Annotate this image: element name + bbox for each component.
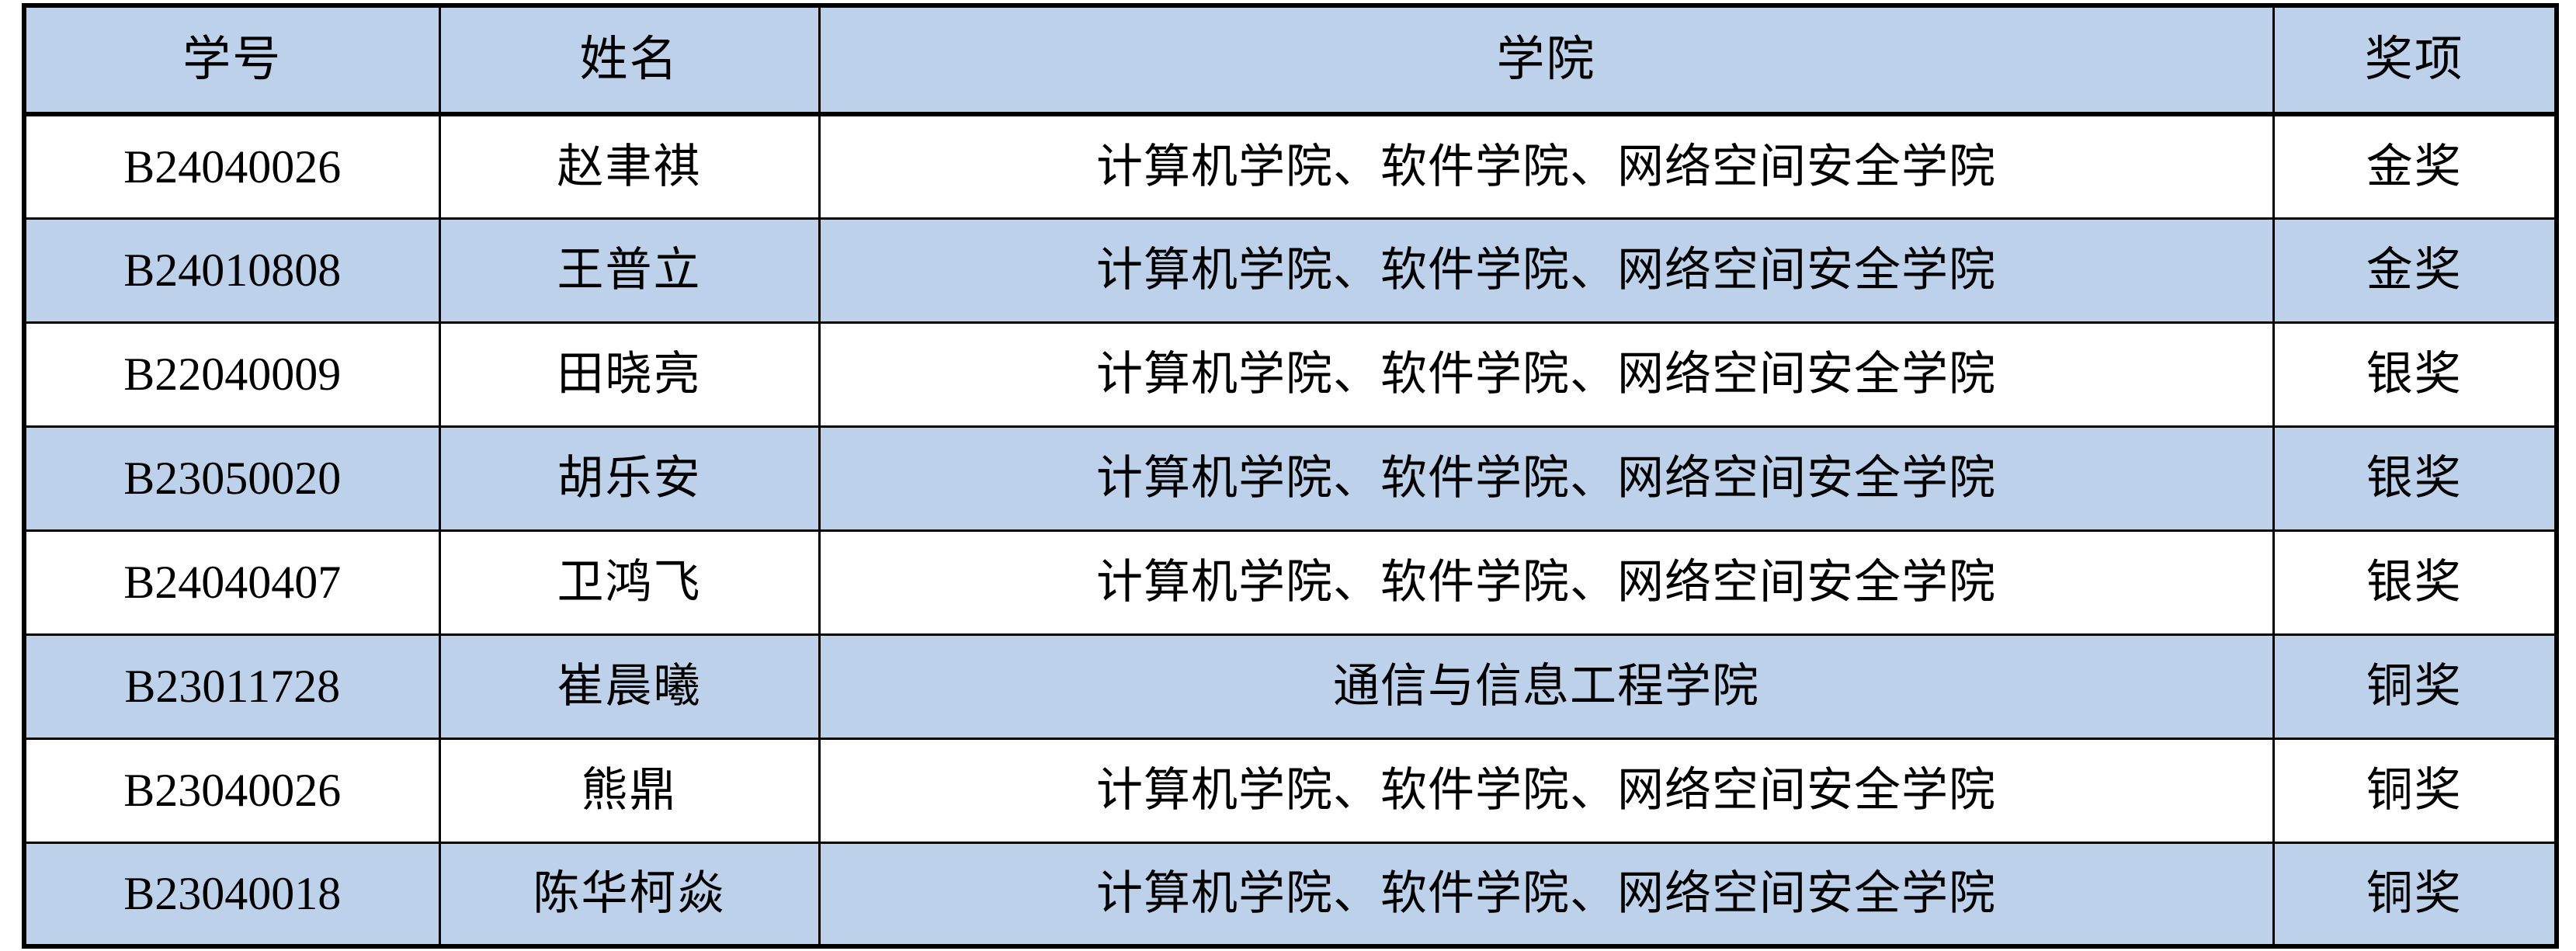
column-header-student-id: 学号 — [22, 4, 441, 116]
table-row: B24010808 王普立 计算机学院、软件学院、网络空间安全学院 金奖 — [22, 217, 2559, 324]
cell-college: 计算机学院、软件学院、网络空间安全学院 — [818, 113, 2275, 220]
column-header-college: 学院 — [818, 4, 2275, 116]
cell-student-id: B23040026 — [22, 737, 441, 844]
table-row: B22040009 田晓亮 计算机学院、软件学院、网络空间安全学院 银奖 — [22, 321, 2559, 428]
cell-name: 赵聿祺 — [438, 113, 821, 220]
cell-student-id: B23050020 — [22, 425, 441, 532]
cell-student-id: B24010808 — [22, 217, 441, 324]
cell-college: 计算机学院、软件学院、网络空间安全学院 — [818, 529, 2275, 636]
cell-student-id: B24040407 — [22, 529, 441, 636]
table-row: B24040407 卫鸿飞 计算机学院、软件学院、网络空间安全学院 银奖 — [22, 529, 2559, 636]
table-row: B23050020 胡乐安 计算机学院、软件学院、网络空间安全学院 银奖 — [22, 425, 2559, 532]
table-row: B23040018 陈华柯焱 计算机学院、软件学院、网络空间安全学院 铜奖 — [22, 841, 2559, 949]
award-winners-table: 学号 姓名 学院 奖项 B24040026 赵聿祺 计算机学院、软件学院、网络空间安… — [22, 3, 2559, 949]
cell-award: 金奖 — [2272, 113, 2559, 220]
cell-name: 崔晨曦 — [438, 633, 821, 740]
cell-award: 铜奖 — [2272, 841, 2559, 949]
cell-college: 计算机学院、软件学院、网络空间安全学院 — [818, 321, 2275, 428]
cell-college: 计算机学院、软件学院、网络空间安全学院 — [818, 737, 2275, 844]
cell-award: 金奖 — [2272, 217, 2559, 324]
column-header-name: 姓名 — [438, 4, 821, 116]
cell-college: 计算机学院、软件学院、网络空间安全学院 — [818, 841, 2275, 949]
cell-award: 银奖 — [2272, 425, 2559, 532]
cell-award: 铜奖 — [2272, 633, 2559, 740]
table-row: B24040026 赵聿祺 计算机学院、软件学院、网络空间安全学院 金奖 — [22, 113, 2559, 220]
cell-college: 计算机学院、软件学院、网络空间安全学院 — [818, 217, 2275, 324]
column-header-award: 奖项 — [2272, 4, 2559, 116]
cell-name: 胡乐安 — [438, 425, 821, 532]
cell-student-id: B23011728 — [22, 633, 441, 740]
cell-name: 王普立 — [438, 217, 821, 324]
cell-student-id: B23040018 — [22, 841, 441, 949]
cell-name: 田晓亮 — [438, 321, 821, 428]
cell-name: 陈华柯焱 — [438, 841, 821, 949]
cell-award: 银奖 — [2272, 529, 2559, 636]
cell-student-id: B22040009 — [22, 321, 441, 428]
table-row: B23040026 熊鼎 计算机学院、软件学院、网络空间安全学院 铜奖 — [22, 737, 2559, 844]
table-header: 学号 姓名 学院 奖项 — [22, 4, 2559, 116]
table-header-row: 学号 姓名 学院 奖项 — [22, 4, 2559, 116]
cell-student-id: B24040026 — [22, 113, 441, 220]
table-body: B24040026 赵聿祺 计算机学院、软件学院、网络空间安全学院 金奖 B240108… — [22, 113, 2559, 949]
award-table-container: 学号 姓名 学院 奖项 B24040026 赵聿祺 计算机学院、软件学院、网络空间安… — [22, 3, 2559, 949]
cell-college: 计算机学院、软件学院、网络空间安全学院 — [818, 425, 2275, 532]
cell-name: 熊鼎 — [438, 737, 821, 844]
cell-name: 卫鸿飞 — [438, 529, 821, 636]
cell-college: 通信与信息工程学院 — [818, 633, 2275, 740]
cell-award: 银奖 — [2272, 321, 2559, 428]
cell-award: 铜奖 — [2272, 737, 2559, 844]
table-row: B23011728 崔晨曦 通信与信息工程学院 铜奖 — [22, 633, 2559, 740]
